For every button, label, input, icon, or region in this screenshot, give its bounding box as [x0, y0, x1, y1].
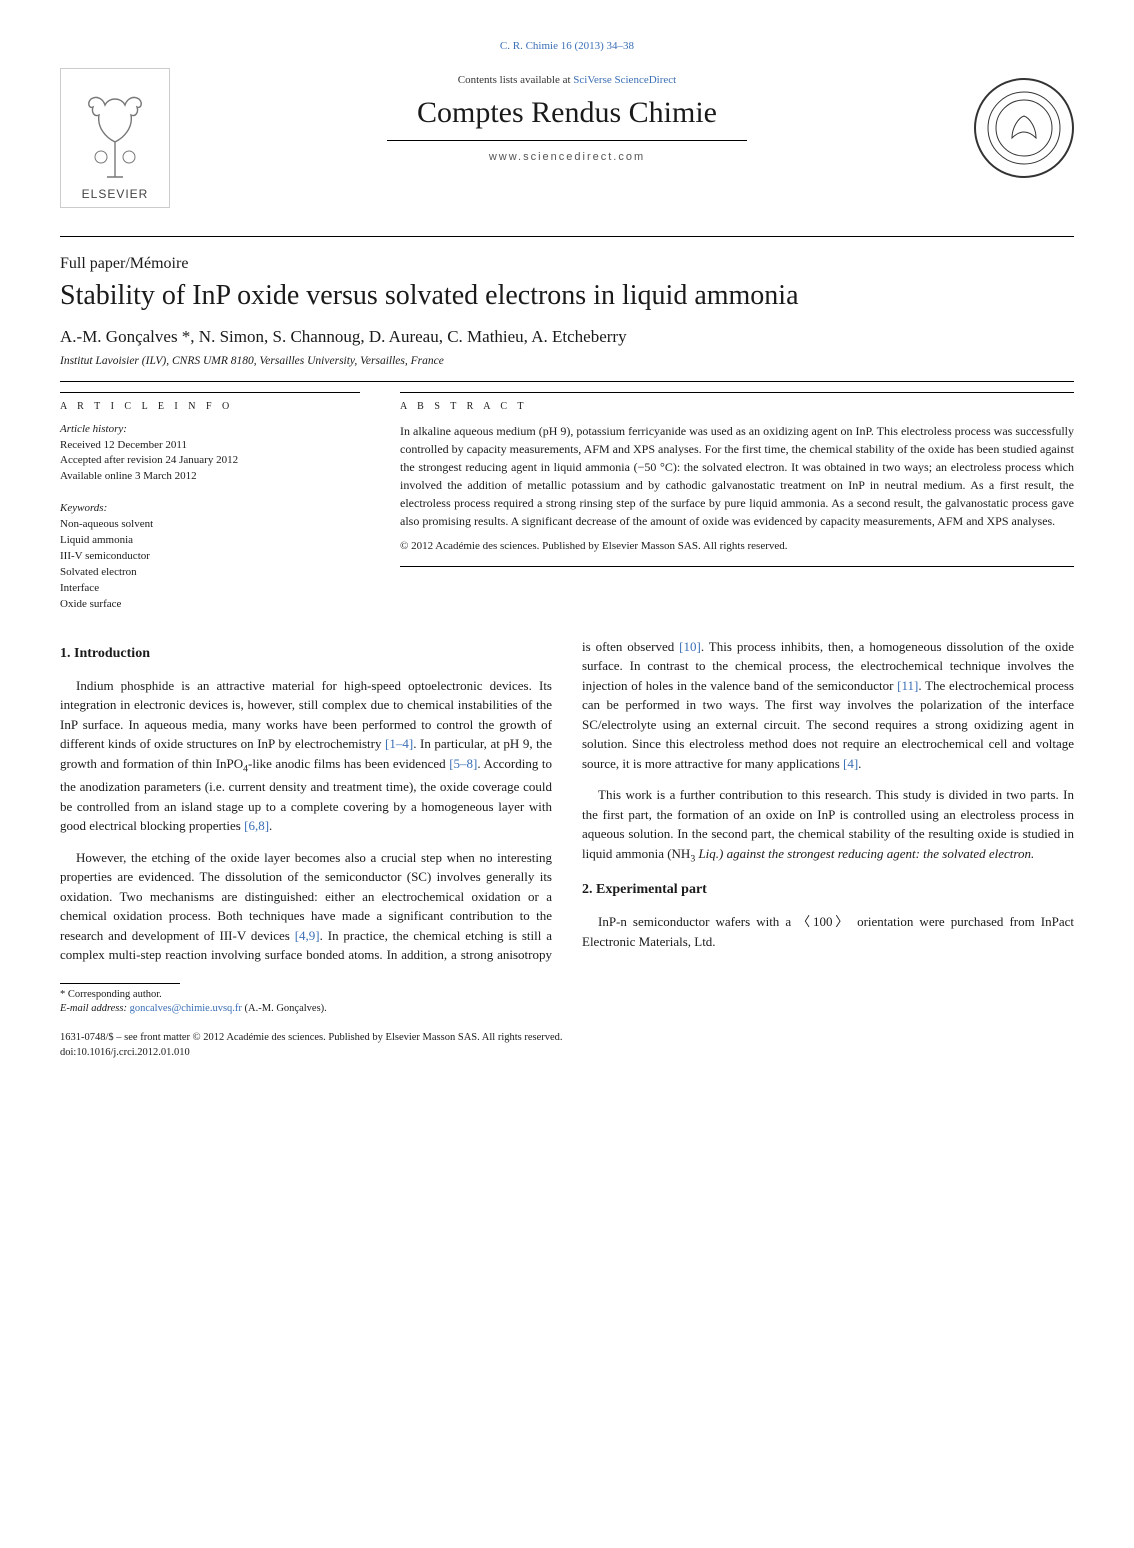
ref-link[interactable]: [4,9] — [295, 928, 320, 943]
intro-heading: 1. Introduction — [60, 643, 552, 664]
ref-link[interactable]: [5–8] — [449, 756, 477, 771]
header-rule — [387, 140, 747, 141]
journal-center-block: Contents lists available at SciVerse Sci… — [60, 68, 1074, 163]
journal-title: Comptes Rendus Chimie — [60, 96, 1074, 130]
body-text: Liq.) against the strongest reducing age… — [695, 846, 1034, 861]
body-text: -like anodic films has been evidenced — [248, 756, 449, 771]
footer-copyright: 1631-0748/$ – see front matter © 2012 Ac… — [60, 1031, 1074, 1046]
info-abstract-row: A R T I C L E I N F O Article history: R… — [60, 392, 1074, 613]
article-title: Stability of InP oxide versus solvated e… — [60, 279, 1074, 313]
body-text: InP-n semiconductor wafers with a 〈100〉 … — [582, 914, 1074, 949]
contents-available-line: Contents lists available at SciVerse Sci… — [60, 74, 1074, 86]
experimental-heading: 2. Experimental part — [582, 879, 1074, 900]
keyword: III-V semiconductor — [60, 549, 360, 565]
publisher-name: ELSEVIER — [82, 187, 149, 201]
author-list: A.-M. Gonçalves *, N. Simon, S. Channoug… — [60, 327, 1074, 347]
footnote-separator — [60, 983, 180, 984]
abstract-heading: A B S T R A C T — [400, 392, 1074, 412]
history-label: Article history: — [60, 422, 360, 438]
email-label: E-mail address: — [60, 1003, 130, 1014]
contents-prefix: Contents lists available at — [458, 74, 573, 86]
keyword: Non-aqueous solvent — [60, 517, 360, 533]
elsevier-tree-icon — [75, 87, 155, 187]
body-paragraph: This work is a further contribution to t… — [582, 785, 1074, 867]
article-info-column: A R T I C L E I N F O Article history: R… — [60, 392, 360, 613]
history-received: Received 12 December 2011 — [60, 438, 360, 454]
abstract-text: In alkaline aqueous medium (pH 9), potas… — [400, 422, 1074, 530]
keyword: Solvated electron — [60, 565, 360, 581]
elsevier-logo: ELSEVIER — [60, 68, 170, 208]
keyword: Interface — [60, 581, 360, 597]
running-header[interactable]: C. R. Chimie 16 (2013) 34–38 — [60, 40, 1074, 52]
body-text: . — [858, 756, 861, 771]
keyword: Oxide surface — [60, 597, 360, 613]
section-type: Full paper/Mémoire — [60, 255, 1074, 273]
ref-link[interactable]: [4] — [843, 756, 858, 771]
sciencedirect-link[interactable]: SciVerse ScienceDirect — [573, 74, 676, 86]
journal-header: ELSEVIER Contents lists available at Sci… — [60, 68, 1074, 228]
email-link[interactable]: goncalves@chimie.uvsq.fr — [130, 1003, 242, 1014]
abstract-bottom-rule — [400, 566, 1074, 567]
header-bottom-rule — [60, 236, 1074, 237]
article-body: 1. Introduction Indium phosphide is an a… — [60, 637, 1074, 965]
abstract-copyright: © 2012 Académie des sciences. Published … — [400, 540, 1074, 552]
body-paragraph: Indium phosphide is an attractive materi… — [60, 676, 552, 836]
keywords-label: Keywords: — [60, 501, 360, 517]
history-accepted: Accepted after revision 24 January 2012 — [60, 453, 360, 469]
ref-link[interactable]: [10] — [679, 639, 701, 654]
page-footer: 1631-0748/$ – see front matter © 2012 Ac… — [60, 1031, 1074, 1060]
article-info-heading: A R T I C L E I N F O — [60, 392, 360, 412]
body-text: . — [269, 818, 272, 833]
journal-url[interactable]: www.sciencedirect.com — [60, 151, 1074, 163]
abstract-column: A B S T R A C T In alkaline aqueous medi… — [400, 392, 1074, 613]
article-history: Article history: Received 12 December 20… — [60, 422, 360, 486]
body-text: devices — [251, 928, 295, 943]
body-paragraph: InP-n semiconductor wafers with a 〈100〉 … — [582, 912, 1074, 951]
academie-seal-icon — [974, 78, 1074, 178]
history-online: Available online 3 March 2012 — [60, 469, 360, 485]
title-bottom-rule — [60, 381, 1074, 382]
affiliation: Institut Lavoisier (ILV), CNRS UMR 8180,… — [60, 355, 1074, 367]
ref-link[interactable]: [1–4] — [385, 736, 413, 751]
footer-doi: doi:10.1016/j.crci.2012.01.010 — [60, 1046, 1074, 1061]
email-tail: (A.-M. Gonçalves). — [242, 1003, 327, 1014]
keywords-block: Keywords: Non-aqueous solvent Liquid amm… — [60, 501, 360, 613]
corresponding-author-footnote: * Corresponding author. E-mail address: … — [60, 988, 1074, 1017]
keyword: Liquid ammonia — [60, 533, 360, 549]
corresponding-label: * Corresponding author. — [60, 988, 1074, 1003]
ref-link[interactable]: [6,8] — [244, 818, 269, 833]
ref-link[interactable]: [11] — [897, 678, 918, 693]
